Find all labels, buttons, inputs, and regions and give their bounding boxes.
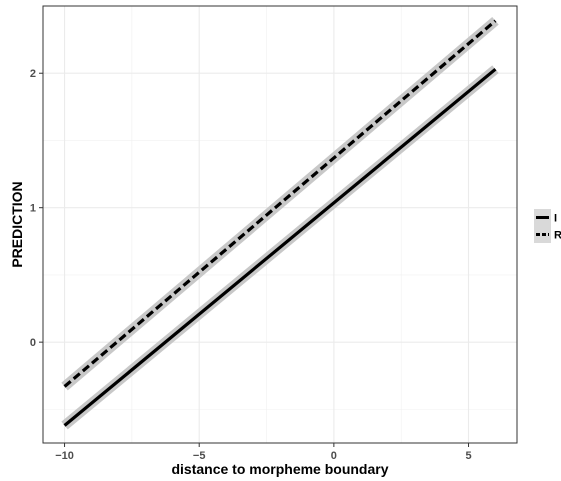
legend: IR [534, 209, 561, 243]
confidence-ribbons [65, 21, 496, 426]
y-tick-label: 1 [30, 203, 36, 215]
grid [43, 6, 517, 443]
panel-border [43, 6, 517, 443]
series-line-R [65, 21, 496, 387]
y-tick-label: 0 [30, 337, 36, 349]
legend-label-R: R [554, 230, 561, 242]
y-tick-label: 2 [30, 68, 36, 80]
x-tick-label: −10 [55, 450, 74, 462]
x-tick-label: 5 [465, 450, 471, 462]
y-axis-title: PREDICTION [9, 181, 25, 267]
series-line-I [65, 69, 496, 425]
legend-label-I: I [554, 213, 557, 225]
x-axis-title: distance to morpheme boundary [171, 461, 388, 477]
